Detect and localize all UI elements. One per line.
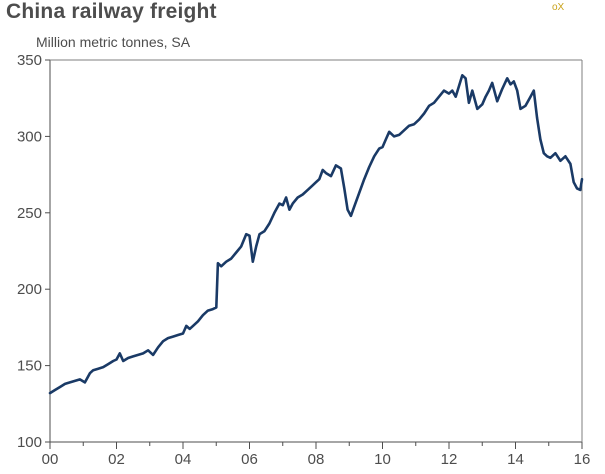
x-tick-label: 14 — [507, 451, 524, 468]
series-line-railway-freight — [48, 74, 584, 395]
y-tick-label: 200 — [17, 281, 42, 298]
chart-ticks: 100 150 200 250 300 350 00 02 04 06 08 10 12 14 16 — [17, 52, 590, 468]
x-tick-label: 06 — [241, 451, 258, 468]
y-tick-label: 350 — [17, 52, 42, 69]
chart-subtitle: Million metric tonnes, SA — [36, 34, 191, 50]
x-tick-label: 08 — [308, 451, 325, 468]
y-tick-label: 150 — [17, 358, 42, 375]
chart-axes — [49, 59, 583, 443]
x-tick-label: 04 — [175, 451, 192, 468]
y-tick-label: 100 — [17, 434, 42, 451]
publisher-logo: oX — [552, 2, 565, 13]
y-tick-label: 250 — [17, 205, 42, 222]
x-tick-label: 00 — [42, 451, 59, 468]
x-tick-label: 12 — [441, 451, 458, 468]
x-tick-label: 02 — [108, 451, 125, 468]
x-tick-label: 16 — [574, 451, 591, 468]
x-tick-label: 10 — [374, 451, 391, 468]
chart-title: China railway freight — [6, 0, 217, 23]
plot-area — [48, 74, 584, 395]
y-tick-label: 300 — [17, 128, 42, 145]
